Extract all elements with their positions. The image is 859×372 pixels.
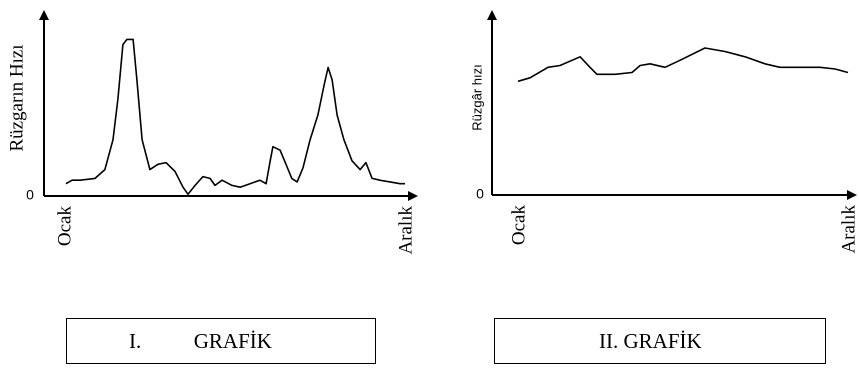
x-tick-label: Ocak [508,205,529,246]
x-tick-label: Aralık [838,205,859,254]
y-axis-arrow [39,10,49,20]
x-tick-label: Ocak [54,206,75,247]
y-tick-label: 0 [26,187,34,203]
y-tick-label: 0 [476,186,484,202]
x-axis-arrow [408,191,418,201]
y-axis-label: Rüzgâr hızı [469,64,484,130]
caption-box: I. GRAFİK [66,318,376,364]
x-axis-arrow [847,190,857,200]
data-line [517,47,849,83]
x-tick-label: Aralık [395,206,416,255]
data-line [65,38,405,195]
caption-box: II. GRAFİK [494,318,826,364]
y-axis-label: Rüzgarın Hızı [6,44,27,151]
y-axis-arrow [487,10,497,20]
